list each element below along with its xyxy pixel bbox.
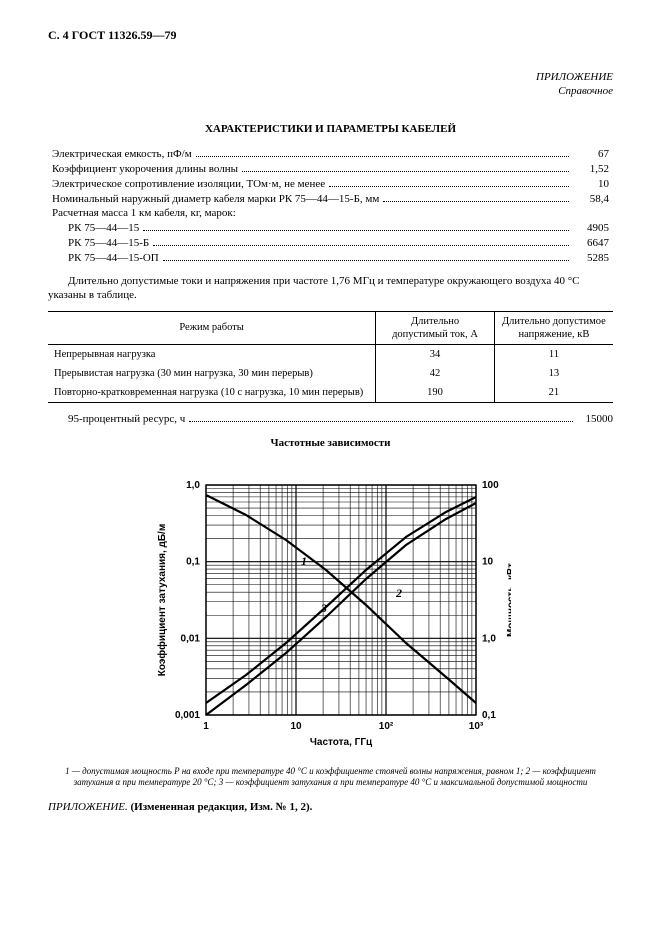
svg-text:0,1: 0,1 [186, 557, 200, 568]
svg-text:0,1: 0,1 [482, 710, 496, 721]
svg-text:1,0: 1,0 [186, 480, 200, 491]
svg-text:Частота, ГГц: Частота, ГГц [309, 737, 372, 748]
caption-text: 1 — допустимая мощность P на входе при т… [65, 766, 596, 788]
table-cell: 42 [376, 364, 495, 383]
table-cell: 34 [376, 345, 495, 365]
param-row: Электрическая емкость, пФ/м 67 [52, 148, 609, 162]
svg-text:1: 1 [203, 721, 209, 732]
param-value: 58,4 [573, 193, 609, 207]
resource-label: 95-процентный ресурс, ч [68, 413, 185, 427]
mass-value: 4905 [573, 222, 609, 236]
svg-text:10: 10 [290, 721, 302, 732]
chart-svg: 1 2 3 1 10 10² 10³ 0,001 0,01 0,1 1,0 0,1 1,0 10 100 Ча… [151, 455, 511, 755]
table-cell: 11 [494, 345, 613, 365]
param-row: Электрическое сопротивление изоляции, ТО… [52, 178, 609, 192]
modes-table: Режим работы Длительно допустимый ток, А… [48, 311, 613, 404]
table-cell: 21 [494, 383, 613, 403]
mass-label: РК 75—44—15-ОП [68, 252, 159, 266]
svg-text:0,01: 0,01 [180, 633, 200, 644]
dots [163, 260, 569, 261]
mass-value: 6647 [573, 237, 609, 251]
page-header: С. 4 ГОСТ 11326.59—79 [48, 28, 613, 43]
mass-row: РК 75—44—15-Б 6647 [52, 237, 609, 251]
dots [196, 156, 569, 157]
mass-label: РК 75—44—15-Б [68, 237, 149, 251]
final-note-prefix: ПРИЛОЖЕНИЕ. [48, 801, 128, 813]
mass-row: РК 75—44—15 4905 [52, 222, 609, 236]
svg-text:Мощность, кВт: Мощность, кВт [506, 563, 511, 637]
mass-value: 5285 [573, 252, 609, 266]
table-cell: Прерывистая нагрузка (30 мин нагрузка, 3… [48, 364, 376, 383]
chart: 1 2 3 1 10 10² 10³ 0,001 0,01 0,1 1,0 0,1 1,0 10 100 Ча… [48, 455, 613, 760]
param-label: Электрическое сопротивление изоляции, ТО… [52, 178, 325, 192]
svg-text:3: 3 [320, 601, 327, 615]
table-row: Непрерывная нагрузка3411 [48, 345, 613, 365]
final-note: ПРИЛОЖЕНИЕ. (Измененная редакция, Изм. №… [48, 801, 613, 815]
table-header: Длительно допустимое напряжение, кВ [494, 311, 613, 344]
param-label: Коэффициент укорочения длины волны [52, 163, 238, 177]
resource-value: 15000 [577, 413, 613, 427]
table-cell: 190 [376, 383, 495, 403]
svg-text:0,001: 0,001 [174, 710, 199, 721]
svg-text:100: 100 [482, 480, 499, 491]
param-value: 10 [573, 178, 609, 192]
mass-intro-label: Расчетная масса 1 км кабеля, кг, марок: [52, 207, 236, 221]
appendix-subtitle: Справочное [48, 85, 613, 99]
table-cell: Непрерывная нагрузка [48, 345, 376, 365]
dots [329, 186, 569, 187]
dots [383, 201, 569, 202]
param-label: Электрическая емкость, пФ/м [52, 148, 192, 162]
mass-label: РК 75—44—15 [68, 222, 139, 236]
svg-text:1: 1 [301, 554, 307, 568]
dots [242, 171, 569, 172]
param-row: Номинальный наружный диаметр кабеля марк… [52, 193, 609, 207]
appendix-title: ПРИЛОЖЕНИЕ [48, 71, 613, 85]
page: С. 4 ГОСТ 11326.59—79 ПРИЛОЖЕНИЕ Справоч… [0, 0, 661, 936]
param-value: 1,52 [573, 163, 609, 177]
table-row: Повторно-кратковременная нагрузка (10 с … [48, 383, 613, 403]
chart-title: Частотные зависимости [48, 437, 613, 451]
chart-caption: 1 — допустимая мощность P на входе при т… [48, 766, 613, 789]
svg-text:2: 2 [395, 586, 402, 600]
table-cell: Повторно-кратковременная нагрузка (10 с … [48, 383, 376, 403]
mass-row: РК 75—44—15-ОП 5285 [52, 252, 609, 266]
resource-row: 95-процентный ресурс, ч 15000 [68, 413, 613, 427]
svg-text:Коэффициент затухания, дБ/м: Коэффициент затухания, дБ/м [156, 524, 168, 676]
svg-text:10²: 10² [378, 721, 393, 732]
params-list: Электрическая емкость, пФ/м67Коэффициент… [52, 148, 609, 265]
dots [189, 421, 573, 422]
param-row: Коэффициент укорочения длины волны 1,52 [52, 163, 609, 177]
table-header: Режим работы [48, 311, 376, 344]
table-row: Прерывистая нагрузка (30 мин нагрузка, 3… [48, 364, 613, 383]
dots [143, 230, 569, 231]
table-header: Длительно допустимый ток, А [376, 311, 495, 344]
dots [153, 245, 569, 246]
appendix-block: ПРИЛОЖЕНИЕ Справочное [48, 71, 613, 99]
note-text: Длительно допустимые токи и напряжения п… [48, 275, 613, 303]
table-cell: 13 [494, 364, 613, 383]
svg-text:10: 10 [482, 557, 494, 568]
svg-text:1,0: 1,0 [482, 633, 496, 644]
final-note-text: (Измененная редакция, Изм. № 1, 2). [130, 801, 312, 813]
mass-intro: Расчетная масса 1 км кабеля, кг, марок: [52, 207, 609, 221]
svg-text:10³: 10³ [468, 721, 483, 732]
param-value: 67 [573, 148, 609, 162]
section-title: ХАРАКТЕРИСТИКИ И ПАРАМЕТРЫ КАБЕЛЕЙ [48, 123, 613, 137]
param-label: Номинальный наружный диаметр кабеля марк… [52, 193, 379, 207]
